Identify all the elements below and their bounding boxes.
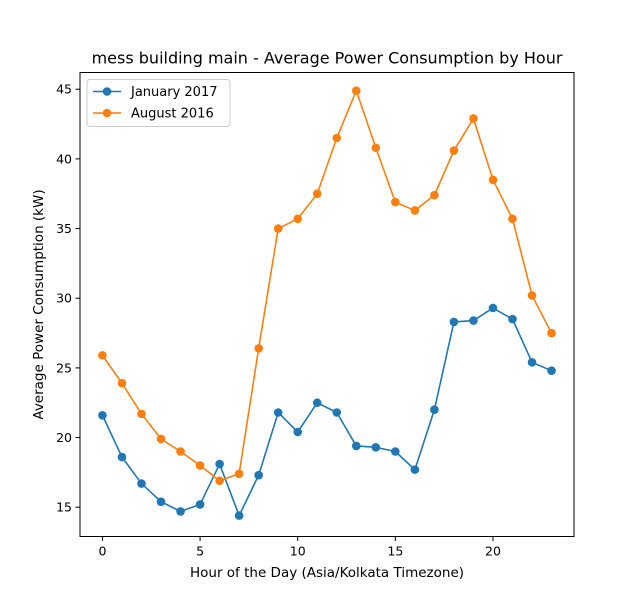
data-point	[508, 314, 517, 324]
data-point	[254, 344, 263, 353]
y-axis-label: Average Power Consumption (kW)	[31, 189, 47, 419]
y-tick-label: 15	[56, 500, 72, 515]
data-point	[234, 469, 244, 479]
data-point	[391, 447, 400, 456]
x-tick-label: 0	[98, 544, 106, 559]
series-line	[101, 89, 553, 482]
data-point	[488, 175, 498, 185]
data-point	[176, 507, 185, 516]
data-point	[117, 378, 127, 388]
data-point	[351, 86, 361, 95]
data-point	[215, 476, 224, 486]
data-point	[156, 497, 166, 506]
data-point	[312, 398, 322, 408]
x-tick-label: 15	[387, 544, 403, 559]
data-point	[137, 479, 146, 488]
data-point	[527, 358, 537, 367]
legend: January 2017 August 2016	[86, 79, 231, 127]
x-axis-label: Hour of the Day (Asia/Kolkata Timezone)	[190, 565, 464, 581]
y-tick-label: 35	[56, 221, 72, 236]
x-tick-label: 20	[485, 544, 501, 559]
data-point	[547, 328, 556, 338]
y-tick-label: 30	[56, 291, 72, 306]
series-1	[98, 86, 556, 486]
x-tick-label: 5	[196, 544, 204, 559]
data-point	[293, 214, 303, 224]
data-point	[332, 133, 342, 143]
data-point	[117, 452, 127, 462]
data-point	[449, 146, 459, 155]
data-point	[469, 316, 478, 325]
legend-marker	[102, 108, 112, 118]
data-point	[156, 434, 166, 444]
data-point	[410, 206, 420, 215]
data-point	[176, 447, 185, 456]
data-point	[137, 409, 146, 419]
data-point	[430, 405, 439, 415]
x-axis: 0 5 10 15 20	[98, 536, 501, 559]
plot-frame	[79, 72, 575, 537]
legend-label: January 2017	[130, 85, 218, 100]
data-point	[234, 511, 244, 520]
data-point	[273, 408, 283, 417]
series-line	[101, 307, 552, 517]
data-point	[391, 197, 400, 207]
data-point	[215, 459, 224, 469]
data-point	[469, 114, 478, 123]
legend-label: August 2016	[131, 107, 214, 122]
x-tick-label: 10	[290, 544, 306, 559]
y-axis: 15 20 25 30 35 40 45	[56, 82, 80, 515]
data-point	[273, 224, 283, 233]
data-point	[371, 443, 381, 452]
data-point	[547, 366, 556, 375]
data-point	[332, 408, 342, 417]
legend-entry: January 2017	[93, 85, 218, 100]
data-point	[351, 441, 361, 451]
series-0	[98, 303, 556, 520]
data-point	[98, 410, 107, 420]
data-point	[410, 465, 420, 474]
y-tick-label: 20	[56, 430, 72, 445]
data-point	[254, 470, 263, 480]
y-tick-label: 45	[56, 82, 72, 97]
chart-title: mess building main - Average Power Consu…	[92, 49, 563, 68]
data-point	[430, 190, 439, 200]
data-point	[371, 143, 381, 153]
data-point	[312, 189, 322, 199]
data-point	[527, 291, 537, 300]
data-point	[98, 351, 107, 360]
y-tick-label: 40	[56, 151, 72, 166]
data-point	[293, 427, 303, 437]
plot-area	[98, 86, 556, 520]
data-point	[195, 461, 205, 470]
legend-box	[86, 79, 231, 127]
legend-entry: August 2016	[93, 107, 214, 122]
legend-marker	[102, 87, 112, 96]
data-point	[449, 317, 459, 327]
data-point	[508, 214, 517, 224]
data-point	[195, 500, 205, 509]
y-tick-label: 25	[56, 360, 72, 375]
data-point	[488, 303, 498, 313]
